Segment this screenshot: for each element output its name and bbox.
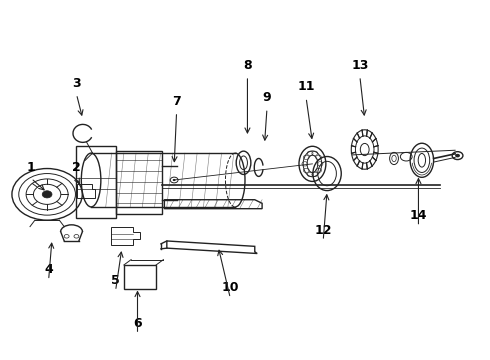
Circle shape [455, 154, 460, 157]
Text: 8: 8 [243, 59, 252, 72]
Text: 10: 10 [221, 281, 239, 294]
Text: 3: 3 [72, 77, 81, 90]
Text: 2: 2 [72, 161, 81, 174]
Text: 1: 1 [26, 161, 35, 174]
Text: 5: 5 [111, 274, 120, 287]
Circle shape [172, 179, 175, 181]
Circle shape [42, 191, 52, 198]
Text: 12: 12 [315, 224, 332, 237]
Text: 6: 6 [133, 317, 142, 330]
Text: 4: 4 [44, 263, 53, 276]
Text: 9: 9 [263, 91, 271, 104]
Text: 14: 14 [410, 210, 427, 222]
Text: 7: 7 [172, 95, 181, 108]
Text: 11: 11 [297, 80, 315, 93]
Text: 13: 13 [351, 59, 368, 72]
